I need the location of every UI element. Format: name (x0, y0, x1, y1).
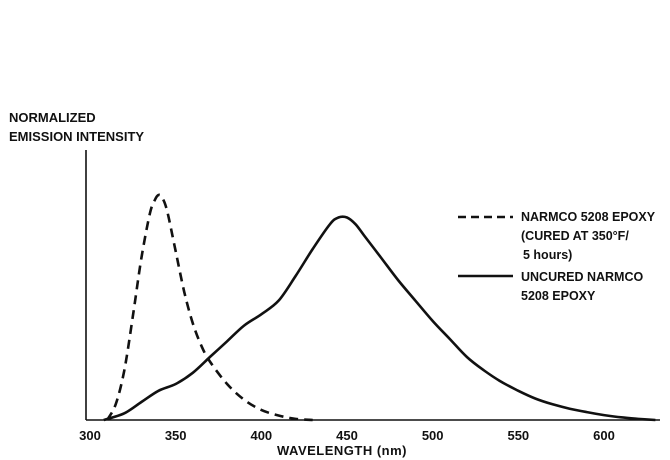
x-tick-label: 350 (165, 428, 187, 443)
y-axis-label-line-2: EMISSION INTENSITY (9, 129, 144, 144)
series-line-uncured-epoxy (103, 215, 656, 422)
legend-label-cured-line-3: 5 hours) (523, 248, 572, 262)
x-tick-labels: 300 350 400 450 500 550 600 (79, 428, 615, 443)
x-tick-label: 600 (593, 428, 615, 443)
x-tick-label: 400 (250, 428, 272, 443)
legend: NARMCO 5208 EPOXY (CURED AT 350°F/ 5 hou… (458, 210, 656, 303)
x-tick-label: 450 (336, 428, 358, 443)
y-axis-label-line-1: NORMALIZED (9, 110, 96, 125)
legend-label-uncured-line-2: 5208 EPOXY (521, 289, 596, 303)
legend-label-cured-line-1: NARMCO 5208 EPOXY (521, 210, 656, 224)
series-line-cured-epoxy (105, 193, 313, 422)
legend-label-uncured-line-1: UNCURED NARMCO (521, 270, 643, 284)
x-axis-label: WAVELENGTH (nm) (277, 443, 407, 458)
x-tick-label: 550 (507, 428, 529, 443)
x-tick-label: 500 (422, 428, 444, 443)
x-tick-label: 300 (79, 428, 101, 443)
legend-label-cured-line-2: (CURED AT 350°F/ (521, 229, 629, 243)
